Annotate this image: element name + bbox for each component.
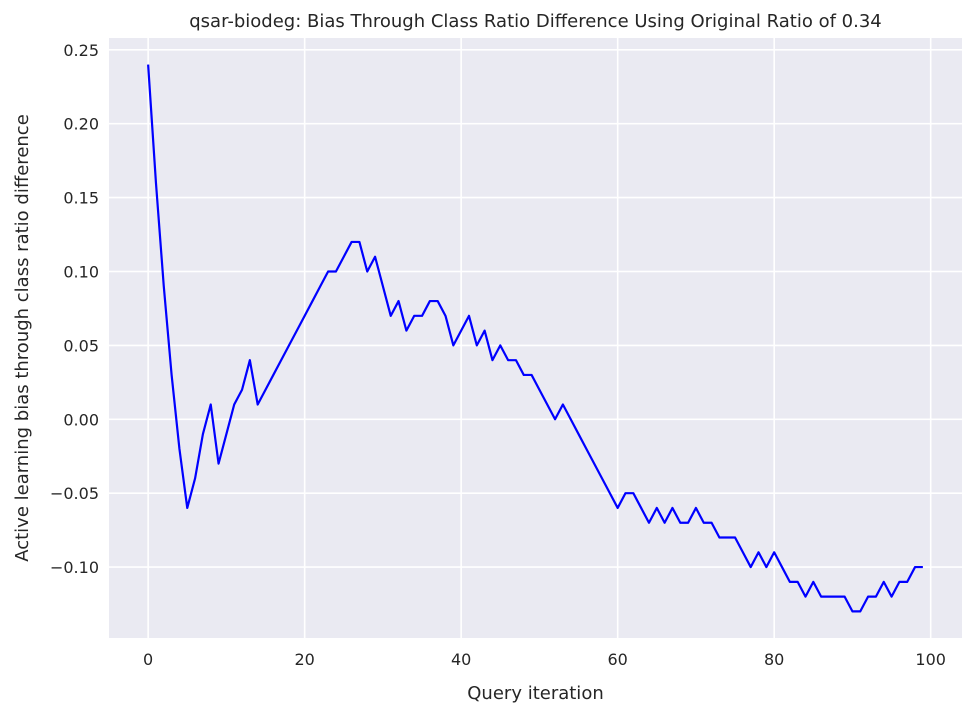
y-tick-label: −0.10	[50, 558, 99, 577]
x-tick-label: 0	[143, 650, 153, 669]
y-tick-label: 0.00	[63, 410, 99, 429]
x-tick-label: 60	[607, 650, 627, 669]
y-tick-label: 0.20	[63, 115, 99, 134]
chart-title: qsar-biodeg: Bias Through Class Ratio Di…	[189, 11, 881, 32]
x-tick-label: 40	[451, 650, 471, 669]
y-tick-label: 0.05	[63, 336, 99, 355]
y-tick-label: 0.25	[63, 41, 99, 60]
y-axis-ticks: −0.10 −0.05 0.00 0.05 0.10 0.15 0.20 0.25	[50, 41, 99, 577]
y-tick-label: 0.10	[63, 262, 99, 281]
y-tick-label: 0.15	[63, 189, 99, 208]
y-tick-label: −0.05	[50, 484, 99, 503]
x-tick-label: 100	[915, 650, 946, 669]
plot-area	[109, 38, 962, 638]
series-line	[147, 64, 923, 613]
grid	[109, 38, 962, 638]
series-layer	[147, 64, 923, 613]
x-axis-label: Query iteration	[467, 683, 603, 704]
y-axis-label: Active learning bias through class ratio…	[12, 114, 33, 562]
x-tick-label: 20	[294, 650, 314, 669]
x-tick-label: 80	[764, 650, 784, 669]
x-axis-ticks: 0 20 40 60 80 100	[143, 650, 946, 669]
